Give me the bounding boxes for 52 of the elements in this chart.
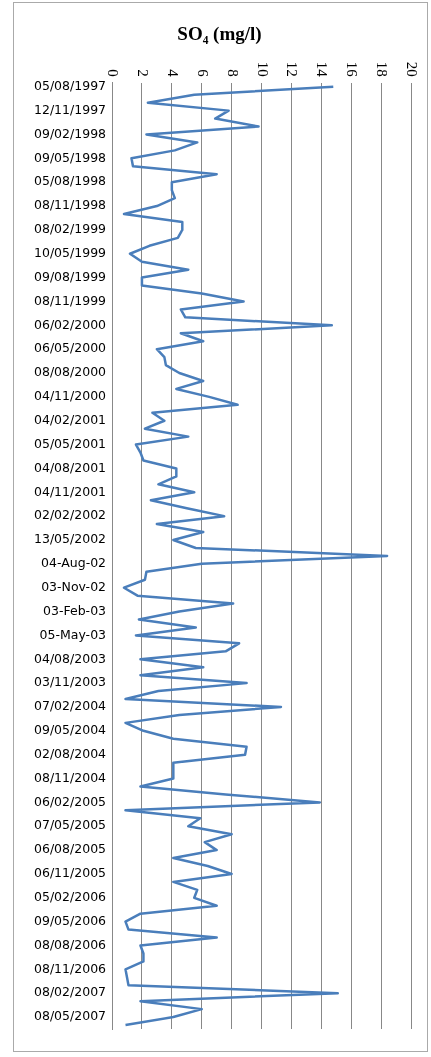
y-tick-label: 05-May-03 xyxy=(39,626,107,642)
x-tick-label: 20 xyxy=(404,61,421,77)
y-tick-label: 03-Feb-03 xyxy=(43,602,107,618)
y-tick-label: 06/08/2005 xyxy=(34,841,107,857)
y-tick-label: 06/02/2000 xyxy=(34,316,107,332)
y-tick-label: 05/05/2001 xyxy=(34,435,107,451)
y-tick-label: 08/11/2004 xyxy=(34,769,107,785)
x-tick-label: 0 xyxy=(105,69,122,77)
y-tick-label: 09/08/1999 xyxy=(34,268,107,284)
y-tick-label: 08/11/2006 xyxy=(34,960,107,976)
y-tick-label: 03/11/2003 xyxy=(34,674,107,690)
x-tick-label: 12 xyxy=(284,61,301,77)
y-tick-label: 04/11/2001 xyxy=(34,483,107,499)
x-tick-label: 2 xyxy=(135,69,151,77)
y-tick-label: 08/08/2000 xyxy=(34,364,107,380)
x-tick-label: 14 xyxy=(314,61,331,78)
y-tick-label: 09/05/2004 xyxy=(34,722,107,738)
y-tick-label: 04/08/2003 xyxy=(34,650,107,666)
y-tick-label: 08/05/2007 xyxy=(34,1008,107,1024)
y-tick-label: 08/11/1998 xyxy=(34,197,107,213)
y-tick-label: 04/08/2001 xyxy=(34,459,107,475)
x-tick-label: 8 xyxy=(224,69,241,77)
y-tick-label: 02/02/2002 xyxy=(34,507,107,523)
y-tick-label: 13/05/2002 xyxy=(34,531,107,547)
y-tick-label: 08/08/2006 xyxy=(34,936,107,952)
y-tick-label: 08/02/2007 xyxy=(34,984,107,1000)
y-tick-label: 09/05/1998 xyxy=(34,149,107,165)
y-tick-label: 03-Nov-02 xyxy=(41,578,107,594)
y-tick-label: 05/08/1998 xyxy=(34,173,107,189)
y-tick-label: 06/05/2000 xyxy=(34,340,107,356)
y-tick-label: 04-Aug-02 xyxy=(41,555,107,571)
y-tick-label: 06/02/2005 xyxy=(34,793,107,809)
x-tick-label: 18 xyxy=(374,61,391,77)
y-tick-label: 04/02/2001 xyxy=(34,411,107,427)
chart-title: SO₄ (mg/l) xyxy=(177,23,262,46)
y-tick-label: 02/08/2004 xyxy=(34,745,107,761)
y-tick-label: 12/11/1997 xyxy=(34,101,107,117)
y-tick-label: 04/11/2000 xyxy=(34,388,107,404)
y-tick-label: 09/05/2006 xyxy=(34,912,107,928)
y-tick-label: 07/02/2004 xyxy=(34,698,107,714)
y-tick-label: 05/08/1997 xyxy=(34,78,107,94)
x-tick-label: 16 xyxy=(344,61,361,78)
y-tick-label: 07/05/2005 xyxy=(34,817,107,833)
y-tick-label: 09/02/1998 xyxy=(34,125,107,141)
y-tick-label: 08/11/1999 xyxy=(34,292,107,308)
x-tick-label: 10 xyxy=(254,61,271,77)
y-tick-label: 06/11/2005 xyxy=(34,865,107,881)
x-tick-label: 4 xyxy=(164,69,181,78)
x-tick-label: 6 xyxy=(194,69,211,78)
y-tick-label: 10/05/1999 xyxy=(34,245,107,260)
y-tick-label: 08/02/1999 xyxy=(34,221,107,237)
y-tick-label: 05/02/2006 xyxy=(34,889,107,905)
